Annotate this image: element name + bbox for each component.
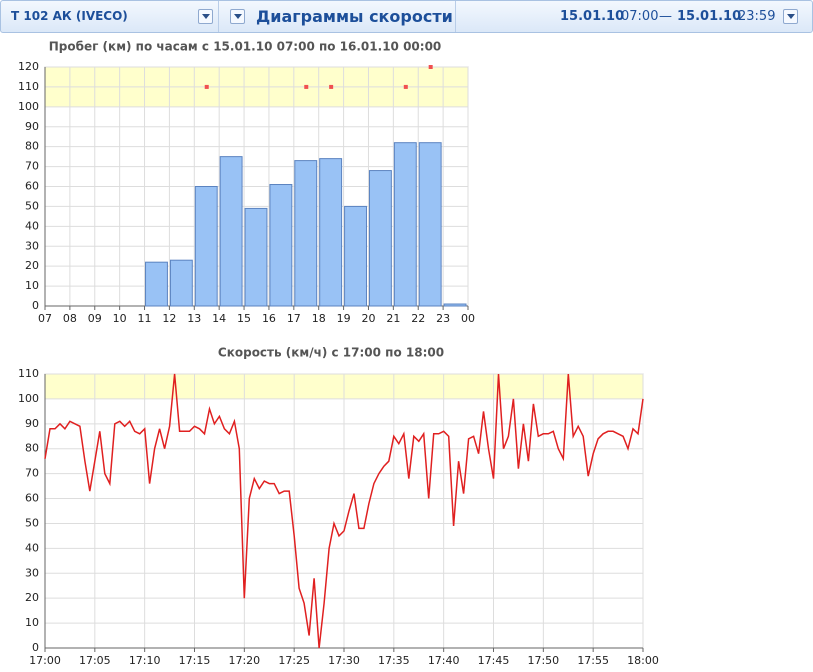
x-tick-label: 17:40 <box>428 654 460 667</box>
charts: Пробег (км) по часам с 15.01.10 07:00 по… <box>18 40 659 668</box>
bar <box>319 158 343 307</box>
dropdown[interactable] <box>783 9 798 24</box>
chart-title: Пробег (км) по часам с 15.01.10 07:00 по… <box>49 40 442 54</box>
dropdown[interactable] <box>230 9 245 24</box>
y-tick-label: 70 <box>25 160 39 173</box>
vehicle[interactable]: Т 102 АК (IVECO) <box>11 9 128 23</box>
speed-marker <box>329 84 334 89</box>
chart-title: Скорость (км/ч) с 17:00 по 18:00 <box>218 346 444 360</box>
bar <box>443 303 467 307</box>
from-date[interactable]: 15.01.10 <box>560 9 625 24</box>
x-tick-label: 19 <box>337 312 351 325</box>
bar <box>418 142 442 307</box>
y-tick-label: 90 <box>25 120 39 133</box>
separator <box>218 1 219 32</box>
x-tick-label: 11 <box>138 312 152 325</box>
bar <box>269 184 293 307</box>
y-tick-label: 30 <box>25 566 39 579</box>
x-tick-label: 09 <box>88 312 102 325</box>
x-tick-label: 13 <box>187 312 201 325</box>
x-tick-label: 18:00 <box>627 654 659 667</box>
bar <box>294 160 318 307</box>
speed-line <box>44 373 644 649</box>
x-tick-label: 17:00 <box>29 654 61 667</box>
x-tick-label: 08 <box>63 312 77 325</box>
x-tick-label: 17:05 <box>79 654 111 667</box>
y-tick-label: 80 <box>25 442 39 455</box>
speed-marker <box>304 84 309 89</box>
y-tick-label: 0 <box>32 299 39 312</box>
y-tick-label: 60 <box>25 492 39 505</box>
y-tick-label: 70 <box>25 467 39 480</box>
y-tick-label: 110 <box>18 80 39 93</box>
y-tick-label: 20 <box>25 591 39 604</box>
y-tick-label: 120 <box>18 60 39 73</box>
x-tick-label: 12 <box>162 312 176 325</box>
x-tick-label: 17:50 <box>527 654 559 667</box>
dropdown[interactable] <box>198 9 213 24</box>
y-tick-label: 50 <box>25 199 39 212</box>
x-tick-label: 14 <box>212 312 226 325</box>
y-tick-label: 100 <box>18 392 39 405</box>
y-tick-label: 0 <box>32 641 39 654</box>
y-tick-label: 20 <box>25 259 39 272</box>
y-tick-label: 40 <box>25 219 39 232</box>
y-tick-label: 30 <box>25 239 39 252</box>
y-tick-label: 10 <box>25 616 39 629</box>
x-tick-label: 07 <box>38 312 52 325</box>
header-bar: Т 102 АК (IVECO) Диаграммы скорости 15.0… <box>0 0 813 33</box>
x-tick-label: 17:25 <box>278 654 310 667</box>
y-tick-label: 60 <box>25 180 39 193</box>
x-tick-label: 20 <box>361 312 375 325</box>
x-tick-label: 17:45 <box>478 654 510 667</box>
bar <box>169 259 193 307</box>
y-tick-label: 40 <box>25 541 39 554</box>
speed-marker <box>428 65 433 69</box>
bar <box>344 205 367 307</box>
speed-marker <box>403 84 408 89</box>
x-tick-label: 17:10 <box>129 654 161 667</box>
x-tick-label: 17:30 <box>328 654 360 667</box>
from-time[interactable]: 07:00 <box>621 9 659 24</box>
x-tick-label: 17:15 <box>179 654 211 667</box>
x-tick-label: 17:20 <box>228 654 260 667</box>
x-tick-label: 22 <box>411 312 425 325</box>
dash: — <box>659 9 672 24</box>
x-tick-label: 23 <box>436 312 450 325</box>
x-tick-label: 16 <box>262 312 276 325</box>
y-tick-label: 100 <box>18 100 39 113</box>
x-tick-label: 17 <box>287 312 301 325</box>
to-date[interactable]: 15.01.10 <box>677 9 742 24</box>
bar <box>194 186 218 307</box>
x-tick-label: 00 <box>461 312 475 325</box>
page-title: Диаграммы скорости <box>256 7 453 26</box>
bar <box>219 156 243 307</box>
speed-marker <box>204 84 209 89</box>
x-tick-label: 18 <box>312 312 326 325</box>
x-tick-label: 10 <box>113 312 127 325</box>
x-tick-label: 15 <box>237 312 251 325</box>
y-tick-label: 80 <box>25 140 39 153</box>
bar <box>244 207 268 307</box>
x-tick-label: 21 <box>386 312 400 325</box>
separator <box>455 1 456 32</box>
y-tick-label: 50 <box>25 516 39 529</box>
y-tick-label: 90 <box>25 417 39 430</box>
x-tick-label: 17:55 <box>577 654 609 667</box>
bar <box>393 142 417 307</box>
bar <box>145 261 168 307</box>
y-tick-label: 110 <box>18 367 39 380</box>
x-tick-label: 17:35 <box>378 654 410 667</box>
bar <box>368 170 392 307</box>
to-time[interactable]: 23:59 <box>738 9 776 24</box>
y-tick-label: 10 <box>25 279 39 292</box>
